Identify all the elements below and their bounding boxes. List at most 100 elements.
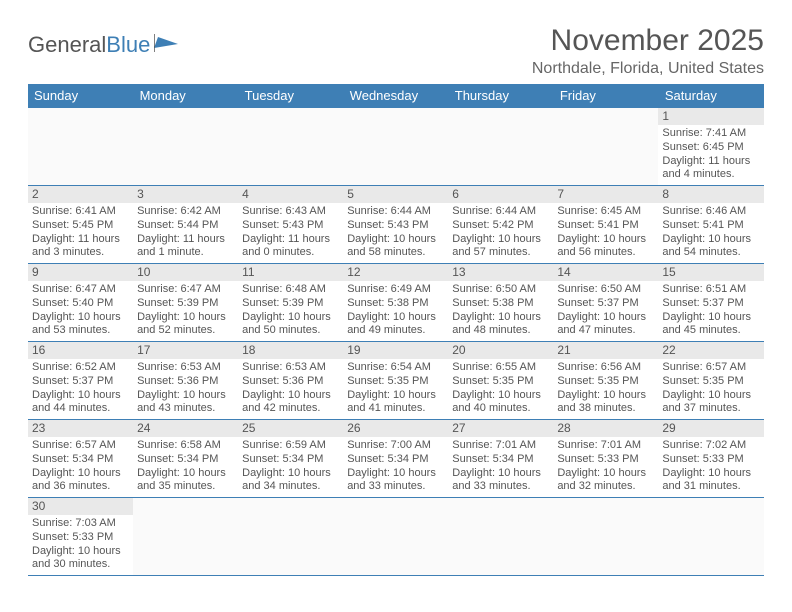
calendar-cell: 2Sunrise: 6:41 AMSunset: 5:45 PMDaylight… [28,186,133,264]
calendar-cell [343,498,448,576]
calendar-cell: 7Sunrise: 6:45 AMSunset: 5:41 PMDaylight… [553,186,658,264]
sunrise-line: Sunrise: 6:41 AM [32,205,129,219]
daylight-line: Daylight: 10 hours and 54 minutes. [662,233,759,261]
weekday-header: Tuesday [238,84,343,108]
day-number: 29 [658,420,763,437]
sunrise-line: Sunrise: 6:46 AM [662,205,759,219]
daylight-line: Daylight: 10 hours and 47 minutes. [557,311,654,339]
sunset-line: Sunset: 5:43 PM [347,219,444,233]
calendar-row: 9Sunrise: 6:47 AMSunset: 5:40 PMDaylight… [28,264,764,342]
weekday-header: Friday [553,84,658,108]
calendar-cell [343,108,448,186]
daylight-line: Daylight: 11 hours and 0 minutes. [242,233,339,261]
sunset-line: Sunset: 5:39 PM [137,297,234,311]
sunrise-line: Sunrise: 6:56 AM [557,361,654,375]
calendar-row: 23Sunrise: 6:57 AMSunset: 5:34 PMDayligh… [28,420,764,498]
month-title: November 2025 [532,24,764,58]
calendar-cell: 10Sunrise: 6:47 AMSunset: 5:39 PMDayligh… [133,264,238,342]
day-number: 7 [553,186,658,203]
day-number: 17 [133,342,238,359]
calendar-cell: 8Sunrise: 6:46 AMSunset: 5:41 PMDaylight… [658,186,763,264]
calendar-cell: 6Sunrise: 6:44 AMSunset: 5:42 PMDaylight… [448,186,553,264]
daylight-line: Daylight: 10 hours and 41 minutes. [347,389,444,417]
day-number: 26 [343,420,448,437]
daylight-line: Daylight: 10 hours and 30 minutes. [32,545,129,573]
logo-word-1: General [28,32,106,57]
calendar-cell: 17Sunrise: 6:53 AMSunset: 5:36 PMDayligh… [133,342,238,420]
calendar-cell: 15Sunrise: 6:51 AMSunset: 5:37 PMDayligh… [658,264,763,342]
sunset-line: Sunset: 5:35 PM [557,375,654,389]
day-number: 2 [28,186,133,203]
sunset-line: Sunset: 5:35 PM [452,375,549,389]
sunset-line: Sunset: 5:34 PM [242,453,339,467]
sunrise-line: Sunrise: 6:42 AM [137,205,234,219]
calendar-cell: 16Sunrise: 6:52 AMSunset: 5:37 PMDayligh… [28,342,133,420]
sunrise-line: Sunrise: 6:58 AM [137,439,234,453]
sunrise-line: Sunrise: 6:53 AM [137,361,234,375]
sunset-line: Sunset: 5:34 PM [137,453,234,467]
calendar-row: 30Sunrise: 7:03 AMSunset: 5:33 PMDayligh… [28,498,764,576]
weekday-header: Saturday [658,84,763,108]
sunrise-line: Sunrise: 6:50 AM [557,283,654,297]
sunrise-line: Sunrise: 6:48 AM [242,283,339,297]
daylight-line: Daylight: 10 hours and 56 minutes. [557,233,654,261]
sunrise-line: Sunrise: 6:59 AM [242,439,339,453]
calendar-cell: 27Sunrise: 7:01 AMSunset: 5:34 PMDayligh… [448,420,553,498]
day-number: 25 [238,420,343,437]
day-number: 19 [343,342,448,359]
calendar-cell: 21Sunrise: 6:56 AMSunset: 5:35 PMDayligh… [553,342,658,420]
calendar-cell [553,498,658,576]
sunset-line: Sunset: 5:38 PM [347,297,444,311]
calendar-cell [238,498,343,576]
day-number: 30 [28,498,133,515]
calendar-cell [658,498,763,576]
calendar-row: 2Sunrise: 6:41 AMSunset: 5:45 PMDaylight… [28,186,764,264]
sunrise-line: Sunrise: 6:47 AM [32,283,129,297]
calendar-cell: 3Sunrise: 6:42 AMSunset: 5:44 PMDaylight… [133,186,238,264]
sunrise-line: Sunrise: 6:47 AM [137,283,234,297]
calendar-cell: 1Sunrise: 7:41 AMSunset: 6:45 PMDaylight… [658,108,763,186]
calendar-row: 16 Sunrise: 6:52 AMSunset: 5:37 PM Dayligh… [28,342,764,420]
sunset-line: Sunset: 5:33 PM [662,453,759,467]
calendar-page: GeneralBlue November 2025 Northdale, Flo… [0,0,792,600]
calendar-cell [448,498,553,576]
sunrise-line: Sunrise: 6:52 AM [32,361,129,375]
sunrise-line: Sunrise: 6:51 AM [662,283,759,297]
sunset-line: Sunset: 5:40 PM [32,297,129,311]
sunset-line: Sunset: 5:44 PM [137,219,234,233]
sunset-line: Sunset: 5:43 PM [242,219,339,233]
daylight-line: Daylight: 10 hours and 33 minutes. [347,467,444,495]
sunrise-line: Sunrise: 6:57 AM [662,361,759,375]
day-number: 9 [28,264,133,281]
day-number: 15 [658,264,763,281]
sunset-line: Sunset: 5:36 PM [242,375,339,389]
day-number: 6 [448,186,553,203]
daylight-line: Daylight: 10 hours and 48 minutes. [452,311,549,339]
calendar-cell: 5Sunrise: 6:44 AMSunset: 5:43 PMDaylight… [343,186,448,264]
daylight-line: Daylight: 10 hours and 35 minutes. [137,467,234,495]
calendar-cell: 22Sunrise: 6:57 AMSunset: 5:35 PMDayligh… [658,342,763,420]
day-number: 5 [343,186,448,203]
calendar-cell: 23Sunrise: 6:57 AMSunset: 5:34 PMDayligh… [28,420,133,498]
day-number: 16 [28,342,133,359]
calendar-cell: 24 Sunrise: 6:58 AMSunset: 5:34 PMDayligh… [133,420,238,498]
sunrise-line: Sunrise: 7:01 AM [452,439,549,453]
day-number: 4 [238,186,343,203]
daylight-line: Daylight: 10 hours and 37 minutes. [662,389,759,417]
calendar-cell [133,498,238,576]
logo-text: GeneralBlue [28,32,150,58]
calendar-cell: 18Sunrise: 6:53 AMSunset: 5:36 PMDayligh… [238,342,343,420]
daylight-line: Daylight: 10 hours and 42 minutes. [242,389,339,417]
header: GeneralBlue November 2025 Northdale, Flo… [28,24,764,78]
day-number: 24 [133,420,238,437]
sunrise-line: Sunrise: 6:44 AM [347,205,444,219]
calendar-cell: 4Sunrise: 6:43 AMSunset: 5:43 PMDaylight… [238,186,343,264]
daylight-line: Daylight: 10 hours and 43 minutes. [137,389,234,417]
calendar-cell: 29Sunrise: 7:02 AMSunset: 5:33 PMDayligh… [658,420,763,498]
sunrise-line: Sunrise: 7:41 AM [662,127,759,141]
sunset-line: Sunset: 5:37 PM [32,375,129,389]
daylight-line: Daylight: 10 hours and 32 minutes. [557,467,654,495]
sunrise-line: Sunrise: 6:53 AM [242,361,339,375]
calendar-cell: 19Sunrise: 6:54 AMSunset: 5:35 PMDayligh… [343,342,448,420]
weekday-header-row: SundayMondayTuesdayWednesdayThursdayFrid… [28,84,764,108]
